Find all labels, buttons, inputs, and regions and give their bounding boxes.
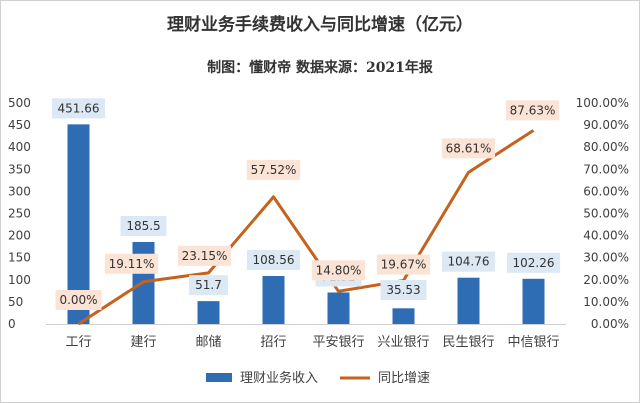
left-axis-tick: 250 bbox=[8, 207, 31, 221]
left-axis-tick: 400 bbox=[8, 140, 31, 154]
bar-data-label-bg bbox=[506, 252, 561, 273]
bar bbox=[392, 308, 415, 324]
left-axis-tick: 150 bbox=[8, 251, 31, 265]
bar-data-label: 35.53 bbox=[386, 283, 420, 297]
line-data-label: 14.80% bbox=[316, 263, 362, 277]
right-axis-tick: 0.00% bbox=[591, 317, 629, 331]
chart-title: 理财业务手续费收入与同比增速（亿元） bbox=[167, 14, 473, 35]
left-axis-tick: 350 bbox=[8, 162, 31, 176]
line-data-label-bg bbox=[104, 253, 159, 274]
legend: 理财业务收入 同比增速 bbox=[206, 370, 430, 386]
right-axis-tick: 60.00% bbox=[583, 184, 629, 198]
category-label: 平安银行 bbox=[312, 335, 364, 350]
line-data-label: 23.15% bbox=[182, 249, 228, 263]
line-data-label: 0.00% bbox=[59, 293, 97, 307]
line-data-label-bg bbox=[311, 260, 366, 281]
bar-data-label: 185.5 bbox=[126, 219, 160, 233]
bar-data-label-bg bbox=[51, 98, 106, 119]
category-label: 工行 bbox=[65, 335, 91, 350]
right-axis-tick: 70.00% bbox=[583, 162, 629, 176]
bar bbox=[67, 124, 90, 325]
line-data-label: 19.11% bbox=[109, 257, 155, 271]
category-label: 兴业银行 bbox=[377, 335, 429, 350]
line-data-label: 68.61% bbox=[446, 141, 492, 155]
line-data-labels: 0.00% 19.11% 23.15% 57.52% 14.80% 19.67% 68.61… bbox=[55, 100, 560, 310]
category-label: 招行 bbox=[260, 335, 286, 350]
line-data-label-bg bbox=[177, 245, 232, 266]
category-label: 中信银行 bbox=[507, 335, 559, 350]
left-axis-tick: 0 bbox=[8, 317, 16, 331]
bar-data-label: 102.26 bbox=[513, 256, 555, 270]
bar bbox=[262, 276, 285, 324]
bar-data-label-bg bbox=[120, 216, 167, 237]
bar bbox=[327, 292, 350, 324]
bar-data-label-bg bbox=[189, 275, 228, 296]
legend-bar-swatch bbox=[206, 373, 232, 382]
line-data-label-bg bbox=[441, 138, 496, 159]
right-axis-tick: 50.00% bbox=[583, 207, 629, 221]
growth-line bbox=[77, 129, 535, 326]
bar-data-label: 51.7 bbox=[195, 278, 222, 292]
line-data-label-bg bbox=[55, 290, 102, 310]
right-y-axis: 0.00% 10.00% 20.00% 30.00% 40.00% 50.00% 60.00… bbox=[576, 96, 629, 331]
right-axis-tick: 20.00% bbox=[583, 273, 629, 287]
right-axis-tick: 80.00% bbox=[583, 140, 629, 154]
bar-data-label-bg bbox=[246, 250, 301, 271]
line-data-label-bg bbox=[376, 254, 431, 275]
right-axis-tick: 40.00% bbox=[583, 229, 629, 243]
line-series bbox=[77, 129, 535, 326]
left-y-axis: 0 50 100 150 200 250 300 350 400 450 500 bbox=[8, 96, 31, 331]
chart-subtitle: 制图：懂财帝 数据来源：2021年报 bbox=[207, 59, 433, 76]
x-axis-categories: 工行 建行 邮储 招行 平安银行 兴业银行 民生银行 中信银行 bbox=[65, 335, 559, 350]
legend-bar-label: 理财业务收入 bbox=[240, 370, 318, 386]
bar-data-label-bg bbox=[380, 280, 427, 300]
bar bbox=[522, 278, 545, 324]
line-data-label: 19.67% bbox=[381, 258, 427, 272]
left-axis-tick: 100 bbox=[8, 273, 31, 287]
bar bbox=[457, 277, 480, 324]
bar-data-label-bg bbox=[441, 251, 496, 272]
bar-data-label: 451.66 bbox=[58, 101, 100, 115]
category-label: 建行 bbox=[130, 335, 156, 350]
right-axis-tick: 30.00% bbox=[583, 251, 629, 265]
bar-data-label: 104.76 bbox=[448, 255, 490, 269]
right-axis-tick: 90.00% bbox=[583, 118, 629, 132]
bar-data-label: 108.56 bbox=[253, 253, 295, 267]
line-data-label-bg bbox=[246, 159, 301, 180]
right-axis-tick: 10.00% bbox=[583, 295, 629, 309]
left-axis-tick: 500 bbox=[8, 96, 31, 110]
line-data-label-bg bbox=[505, 100, 560, 121]
line-data-label: 57.52% bbox=[251, 163, 297, 177]
left-axis-tick: 300 bbox=[8, 184, 31, 198]
left-axis-tick: 200 bbox=[8, 229, 31, 243]
left-axis-tick: 450 bbox=[8, 118, 31, 132]
bar bbox=[197, 301, 220, 324]
right-axis-tick: 100.00% bbox=[576, 96, 629, 110]
line-data-label: 87.63% bbox=[510, 103, 556, 117]
left-axis-tick: 50 bbox=[8, 295, 23, 309]
category-label: 民生银行 bbox=[442, 335, 494, 350]
category-label: 邮储 bbox=[195, 335, 221, 350]
legend-line-label: 同比增速 bbox=[378, 371, 430, 386]
